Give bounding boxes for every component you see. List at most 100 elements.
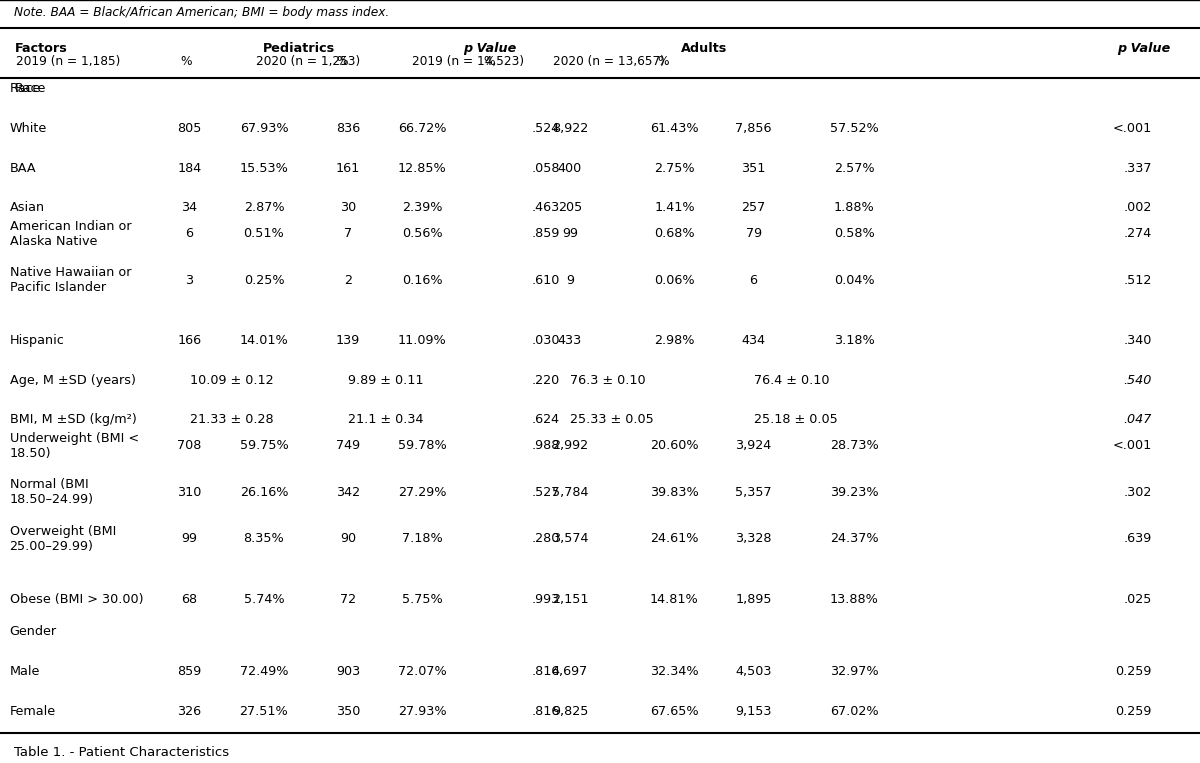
Text: 205: 205 (558, 201, 582, 214)
Text: 0.68%: 0.68% (654, 227, 695, 240)
Text: .988: .988 (532, 439, 560, 452)
Text: 59.75%: 59.75% (240, 439, 288, 452)
Text: 68: 68 (181, 593, 198, 606)
Text: 7.18%: 7.18% (402, 533, 443, 546)
Text: 8.35%: 8.35% (244, 533, 284, 546)
Text: 2.87%: 2.87% (244, 201, 284, 214)
Text: 20.60%: 20.60% (650, 439, 698, 452)
Text: 39.23%: 39.23% (830, 486, 878, 499)
Text: 25.33 ± 0.05: 25.33 ± 0.05 (570, 414, 654, 427)
Text: .624: .624 (532, 414, 560, 427)
Text: 310: 310 (178, 486, 202, 499)
Text: 30: 30 (340, 201, 356, 214)
Text: 708: 708 (178, 439, 202, 452)
Text: 11.09%: 11.09% (398, 334, 446, 347)
Text: 90: 90 (340, 533, 356, 546)
Text: 3,924: 3,924 (736, 439, 772, 452)
Text: %: % (484, 55, 496, 68)
Text: .302: .302 (1123, 486, 1152, 499)
Text: .337: .337 (1123, 162, 1152, 175)
Text: 2020 (n = 1,253): 2020 (n = 1,253) (256, 55, 360, 68)
Text: Normal (BMI
18.50–24.99): Normal (BMI 18.50–24.99) (10, 478, 94, 506)
Text: 257: 257 (742, 201, 766, 214)
Text: Underweight (BMI <
18.50): Underweight (BMI < 18.50) (10, 432, 139, 459)
Text: 350: 350 (336, 705, 360, 718)
Text: .463: .463 (532, 201, 560, 214)
Text: %: % (180, 55, 192, 68)
Text: .047: .047 (1123, 414, 1152, 427)
Text: .025: .025 (1123, 593, 1152, 606)
Text: 184: 184 (178, 162, 202, 175)
Text: 4,503: 4,503 (736, 665, 772, 678)
Text: 0.16%: 0.16% (402, 274, 443, 287)
Text: 0.25%: 0.25% (244, 274, 284, 287)
Text: Asian: Asian (10, 201, 44, 214)
Text: <.001: <.001 (1112, 122, 1152, 135)
Text: 7: 7 (344, 227, 352, 240)
Text: 3,574: 3,574 (552, 533, 588, 546)
Text: Factors: Factors (14, 42, 67, 55)
Text: Female: Female (10, 705, 55, 718)
Text: 24.61%: 24.61% (650, 533, 698, 546)
Text: 32.97%: 32.97% (830, 665, 878, 678)
Text: 166: 166 (178, 334, 202, 347)
Text: 342: 342 (336, 486, 360, 499)
Text: .610: .610 (532, 274, 560, 287)
Text: 14.01%: 14.01% (240, 334, 288, 347)
Text: .859: .859 (532, 227, 560, 240)
Text: Race: Race (10, 82, 41, 95)
Text: 25.18 ± 0.05: 25.18 ± 0.05 (754, 414, 838, 427)
Text: <.001: <.001 (1112, 439, 1152, 452)
Text: 67.93%: 67.93% (240, 122, 288, 135)
Text: 67.65%: 67.65% (650, 705, 698, 718)
Text: 67.02%: 67.02% (830, 705, 878, 718)
Text: White: White (10, 122, 47, 135)
Text: Hispanic: Hispanic (10, 334, 65, 347)
Text: .524: .524 (532, 122, 560, 135)
Text: 9,825: 9,825 (552, 705, 588, 718)
Text: 805: 805 (178, 122, 202, 135)
Text: .058: .058 (532, 162, 560, 175)
Text: 27.29%: 27.29% (398, 486, 446, 499)
Text: 0.259: 0.259 (1116, 665, 1152, 678)
Text: 21.1 ± 0.34: 21.1 ± 0.34 (348, 414, 424, 427)
Text: 3: 3 (186, 274, 193, 287)
Text: 0.56%: 0.56% (402, 227, 443, 240)
Text: Pediatrics: Pediatrics (263, 42, 335, 55)
Text: 13.88%: 13.88% (830, 593, 878, 606)
Text: 1.41%: 1.41% (654, 201, 695, 214)
Text: 61.43%: 61.43% (650, 122, 698, 135)
Text: %: % (658, 55, 670, 68)
Text: 72.07%: 72.07% (398, 665, 446, 678)
Text: 3,328: 3,328 (736, 533, 772, 546)
Text: 2.75%: 2.75% (654, 162, 695, 175)
Text: 1,895: 1,895 (736, 593, 772, 606)
Text: 39.83%: 39.83% (650, 486, 698, 499)
Text: Race: Race (14, 82, 46, 95)
Text: 5.74%: 5.74% (244, 593, 284, 606)
Text: 3.18%: 3.18% (834, 334, 875, 347)
Text: 5,784: 5,784 (552, 486, 588, 499)
Text: .816: .816 (532, 665, 560, 678)
Text: 2019 (n = 1,185): 2019 (n = 1,185) (16, 55, 120, 68)
Text: 161: 161 (336, 162, 360, 175)
Text: Note. BAA = Black/African American; BMI = body mass index.: Note. BAA = Black/African American; BMI … (14, 6, 390, 19)
Text: 12.85%: 12.85% (398, 162, 446, 175)
Text: 6: 6 (186, 227, 193, 240)
Text: .816: .816 (532, 705, 560, 718)
Text: 32.34%: 32.34% (650, 665, 698, 678)
Text: .220: .220 (532, 374, 560, 387)
Text: 99: 99 (181, 533, 198, 546)
Text: 434: 434 (742, 334, 766, 347)
Text: .274: .274 (1123, 227, 1152, 240)
Text: 400: 400 (558, 162, 582, 175)
Text: 2020 (n = 13,657): 2020 (n = 13,657) (553, 55, 665, 68)
Text: 26.16%: 26.16% (240, 486, 288, 499)
Text: 10.09 ± 0.12: 10.09 ± 0.12 (190, 374, 274, 387)
Text: 79: 79 (745, 227, 762, 240)
Text: .540: .540 (1123, 374, 1152, 387)
Text: 836: 836 (336, 122, 360, 135)
Text: 859: 859 (178, 665, 202, 678)
Text: 0.06%: 0.06% (654, 274, 695, 287)
Text: Male: Male (10, 665, 40, 678)
